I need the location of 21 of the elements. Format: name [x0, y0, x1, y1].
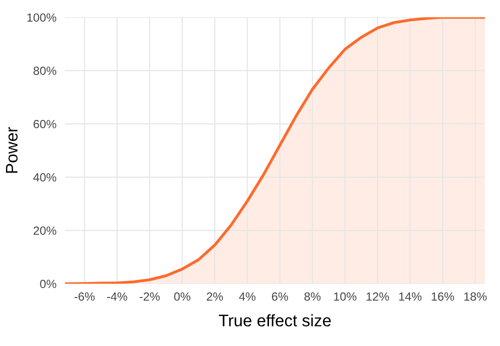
x-tick-label: -2%: [140, 292, 160, 301]
x-tick-label: 16%: [432, 292, 454, 301]
x-tick-label: 0%: [174, 292, 190, 301]
x-tick-label: 2%: [206, 292, 223, 301]
x-tick-label: -6%: [74, 292, 95, 301]
y-tick-label: 20%: [34, 226, 56, 235]
y-tick-label: 40%: [33, 173, 56, 182]
y-tick-label: 100%: [27, 13, 56, 22]
y-tick-label: 80%: [34, 66, 56, 75]
x-tick-label: 8%: [304, 292, 321, 301]
x-tick-label: 18%: [464, 292, 487, 301]
x-tick-label: 6%: [272, 292, 288, 301]
x-tick-label: 4%: [239, 292, 256, 301]
x-tick-label: 10%: [334, 292, 356, 301]
x-tick-label: 12%: [366, 292, 389, 301]
x-axis-title: True effect size: [218, 314, 331, 326]
x-tick-label: 14%: [399, 292, 422, 301]
y-tick-label: 0%: [40, 280, 56, 288]
y-tick-label: 60%: [34, 120, 56, 128]
y-axis-title: Power: [6, 127, 18, 173]
x-tick-label: -4%: [107, 292, 128, 301]
